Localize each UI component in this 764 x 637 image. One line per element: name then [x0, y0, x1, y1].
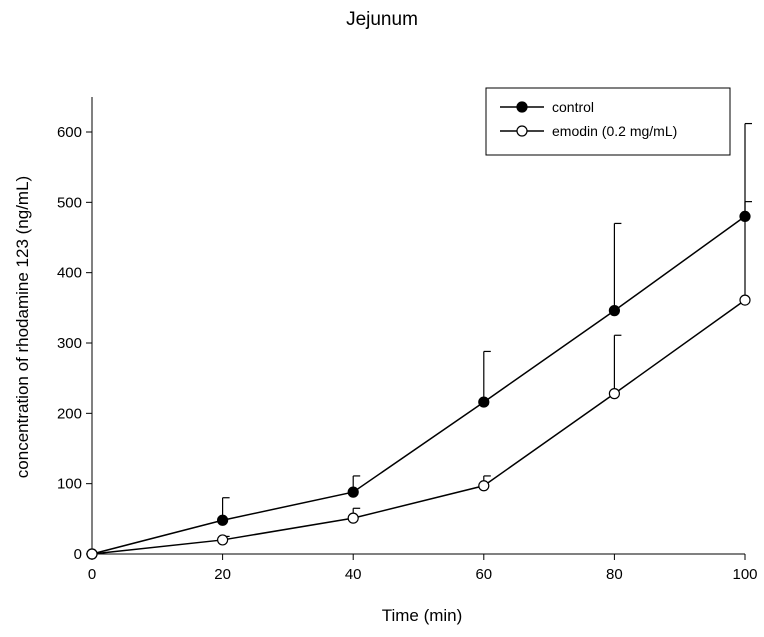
data-point-series-1 — [86, 548, 98, 560]
x-tick-label: 60 — [475, 566, 492, 583]
y-tick-label: 600 — [57, 124, 82, 141]
data-point-series-0 — [478, 396, 490, 408]
axes: 0 20 40 60 80 100 0 100 200 300 400 500 600 — [57, 97, 758, 583]
data-point-series-1 — [739, 294, 751, 306]
y-tick-label: 200 — [57, 405, 82, 422]
data-point-series-0 — [739, 210, 751, 222]
data-point-series-0 — [347, 486, 359, 498]
y-tick-label: 100 — [57, 476, 82, 493]
series-line-1 — [91, 299, 746, 555]
y-tick-label: 400 — [57, 265, 82, 282]
x-tick-label: 40 — [345, 566, 362, 583]
x-axis-label: Time (min) — [382, 606, 463, 625]
y-tick-label: 500 — [57, 194, 82, 211]
y-axis-label: concentration of rhodamine 123 (ng/mL) — [13, 176, 32, 478]
legend-marker — [516, 101, 528, 113]
x-tick-label: 100 — [732, 566, 757, 583]
y-tick-label: 300 — [57, 335, 82, 352]
y-tick-label: 0 — [74, 546, 82, 563]
data-point-series-1 — [478, 480, 490, 492]
x-tick-label: 0 — [88, 566, 96, 583]
legend: control emodin (0.2 mg/mL) — [485, 87, 731, 156]
legend-marker — [516, 125, 528, 137]
error-bars — [222, 122, 752, 540]
data-points — [86, 210, 751, 560]
series-line-0 — [91, 215, 746, 555]
data-point-series-0 — [217, 514, 229, 526]
data-point-series-1 — [347, 512, 359, 524]
legend-entry-label: control — [552, 99, 594, 115]
series-lines — [91, 215, 746, 555]
data-point-series-1 — [608, 388, 621, 400]
x-tick-label: 20 — [214, 566, 231, 583]
legend-entry-label: emodin (0.2 mg/mL) — [552, 123, 677, 139]
data-point-series-0 — [608, 305, 621, 317]
x-tick-label: 80 — [606, 566, 623, 583]
legend-box — [485, 87, 731, 156]
chart-title: Jejunum — [346, 9, 418, 30]
data-point-series-1 — [217, 534, 229, 546]
